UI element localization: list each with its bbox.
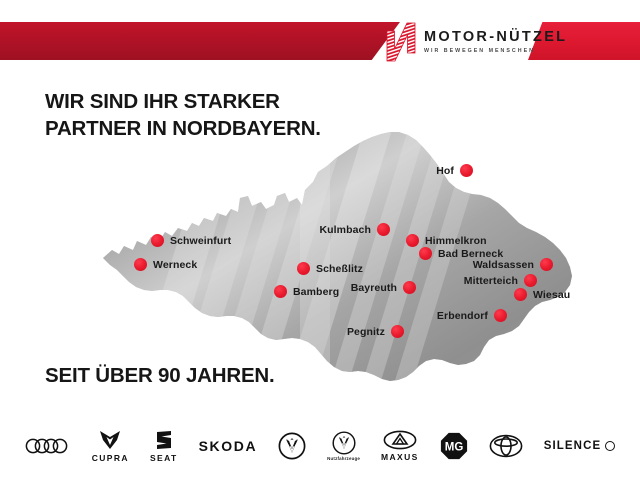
city-dot-icon bbox=[391, 325, 404, 338]
nordbayern-map: Hof Schweinfurt Kulmbach Himmelkron Bad Bern… bbox=[0, 110, 640, 410]
city-label: Erbendorf bbox=[436, 309, 488, 322]
brand-silence[interactable]: SILENCE bbox=[544, 424, 616, 468]
brand-skoda[interactable]: SKODA bbox=[199, 424, 258, 468]
city-dot-icon bbox=[514, 288, 527, 301]
company-logo[interactable]: MOTOR-NÜTZEL WIR BEWEGEN MENSCHEN bbox=[386, 22, 567, 62]
headline-text: WIR SIND IHR STARKER PARTNER IN NORDBAYE… bbox=[45, 90, 321, 140]
city-label: Bayreuth bbox=[350, 281, 397, 294]
logo-tagline: WIR BEWEGEN MENSCHEN bbox=[424, 47, 535, 54]
city-marker-pegnitz[interactable]: Pegnitz bbox=[347, 325, 404, 338]
city-label: Scheßlitz bbox=[316, 262, 363, 275]
vw-circle-icon bbox=[332, 431, 356, 455]
map-shape-icon bbox=[103, 132, 572, 381]
logo-brand-name: MOTOR-NÜTZEL bbox=[424, 28, 568, 45]
city-label: Werneck bbox=[153, 258, 198, 271]
city-marker-werneck[interactable]: Werneck bbox=[134, 258, 197, 271]
seat-s-icon bbox=[156, 431, 171, 449]
city-dot-icon bbox=[494, 309, 507, 322]
city-marker-bamberg[interactable]: Bamberg bbox=[274, 285, 339, 298]
city-dot-icon bbox=[419, 247, 432, 260]
city-marker-wiesau[interactable]: Wiesau bbox=[514, 288, 570, 301]
silence-circle-icon bbox=[605, 441, 616, 451]
city-marker-schweinfurt[interactable]: Schweinfurt bbox=[151, 234, 231, 247]
city-marker-mitterteich[interactable]: Mitterteich bbox=[464, 274, 537, 287]
brand-audi[interactable] bbox=[25, 424, 71, 468]
city-label: Bamberg bbox=[293, 285, 340, 298]
brand-logo-strip: CUPRA SEAT SKODA bbox=[0, 422, 640, 470]
city-marker-waldsassen[interactable]: Waldsassen bbox=[473, 258, 553, 271]
header-band-left bbox=[0, 22, 400, 60]
city-marker-kulmbach[interactable]: Kulmbach bbox=[319, 223, 390, 236]
city-dot-icon bbox=[134, 258, 147, 271]
brand-vw-nutzfahrzeuge[interactable]: Nutzfahrzeuge bbox=[327, 424, 360, 468]
city-dot-icon bbox=[151, 234, 164, 247]
brand-volkswagen[interactable] bbox=[278, 424, 306, 468]
city-dot-icon bbox=[377, 223, 390, 236]
city-label: Bad Berneck bbox=[438, 247, 504, 260]
city-marker-hof[interactable]: Hof bbox=[436, 164, 473, 177]
brand-maxus[interactable]: MAXUS bbox=[381, 424, 419, 468]
city-dot-icon bbox=[460, 164, 473, 177]
brand-caption-seat: SEAT bbox=[149, 453, 178, 463]
brand-caption-skoda: SKODA bbox=[198, 438, 258, 454]
city-label: Himmelkron bbox=[425, 234, 487, 247]
city-marker-erbendorf[interactable]: Erbendorf bbox=[437, 309, 507, 322]
maxus-diamond-icon bbox=[383, 430, 417, 450]
city-marker-bad-berneck[interactable]: Bad Berneck bbox=[419, 247, 503, 260]
city-label: Schweinfurt bbox=[170, 234, 232, 247]
city-dot-icon bbox=[406, 234, 419, 247]
city-dot-icon bbox=[274, 285, 287, 298]
city-marker-himmelkron[interactable]: Himmelkron bbox=[406, 234, 487, 247]
brand-caption-vw-nutzfahrzeuge: Nutzfahrzeuge bbox=[327, 456, 361, 461]
subline-text: SEIT ÜBER 90 JAHREN. bbox=[45, 364, 275, 387]
city-label: Pegnitz bbox=[346, 325, 385, 338]
mg-octagon-icon: MG bbox=[440, 432, 467, 460]
silence-wordmark-icon: SILENCE bbox=[544, 440, 616, 452]
brand-caption-maxus: MAXUS bbox=[381, 452, 419, 462]
brand-cupra[interactable]: CUPRA bbox=[92, 424, 129, 468]
brand-mg[interactable]: MG bbox=[440, 424, 468, 468]
brand-toyota[interactable] bbox=[489, 424, 523, 468]
city-label: Mitterteich bbox=[463, 274, 518, 287]
city-label: Waldsassen bbox=[472, 258, 534, 271]
city-dot-icon bbox=[540, 258, 553, 271]
city-label: Wiesau bbox=[533, 288, 571, 301]
city-dot-icon bbox=[524, 274, 537, 287]
city-dot-icon bbox=[297, 262, 310, 275]
svg-text:MG: MG bbox=[444, 442, 463, 454]
city-dot-icon bbox=[403, 281, 416, 294]
city-marker-sche-litz[interactable]: Scheßlitz bbox=[297, 262, 363, 275]
header-banner: MOTOR-NÜTZEL WIR BEWEGEN MENSCHEN bbox=[0, 0, 640, 78]
city-label: Kulmbach bbox=[319, 223, 371, 236]
brand-caption-cupra: CUPRA bbox=[91, 453, 129, 463]
city-label: Hof bbox=[436, 164, 454, 177]
vw-circle-icon bbox=[278, 432, 306, 460]
toyota-ellipses-icon bbox=[489, 434, 523, 458]
brand-caption-silence: SILENCE bbox=[543, 440, 602, 452]
cupra-tribal-icon bbox=[100, 431, 121, 449]
city-marker-bayreuth[interactable]: Bayreuth bbox=[351, 281, 416, 294]
brand-seat[interactable]: SEAT bbox=[150, 424, 178, 468]
audi-rings-icon bbox=[25, 438, 68, 454]
header-band-right bbox=[528, 22, 640, 60]
striped-n-logo-icon bbox=[386, 22, 416, 62]
